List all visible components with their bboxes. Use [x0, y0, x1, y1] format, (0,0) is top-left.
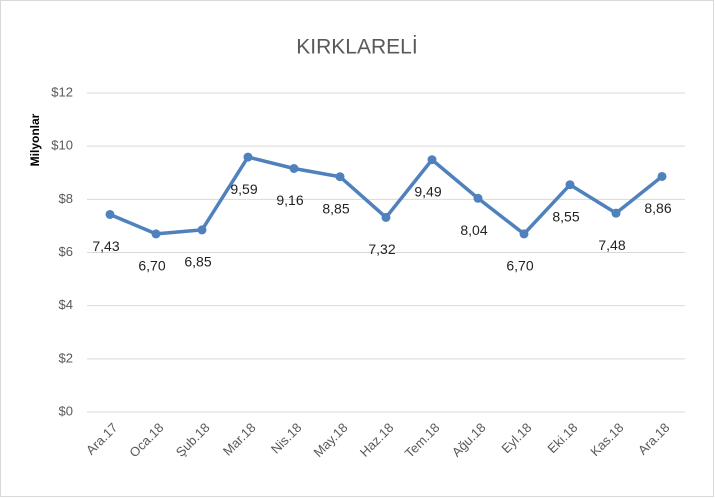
chart-title: KIRKLARELİ — [296, 36, 417, 59]
data-label: 9,59 — [230, 181, 257, 197]
y-tick-label: $10 — [51, 138, 73, 153]
point — [565, 180, 575, 190]
point — [519, 229, 529, 239]
point — [197, 225, 207, 235]
y-tick-label: $8 — [59, 191, 73, 206]
point — [381, 212, 391, 222]
data-label: 9,49 — [414, 183, 441, 199]
data-label: 6,70 — [138, 258, 165, 274]
y-axis-label: Milyonlar — [28, 113, 42, 166]
data-label: 9,16 — [276, 192, 303, 208]
y-tick-label: $2 — [59, 350, 73, 365]
point — [335, 172, 345, 182]
point — [427, 155, 437, 165]
point — [473, 193, 483, 203]
y-tick-label: $4 — [59, 297, 73, 312]
data-label: 6,70 — [506, 258, 533, 274]
point — [151, 229, 161, 239]
point — [243, 152, 253, 162]
data-label: 8,85 — [322, 200, 349, 216]
data-label: 6,85 — [184, 254, 211, 270]
data-label: 8,86 — [644, 200, 671, 216]
y-tick-label: $12 — [51, 84, 73, 99]
data-label: 7,32 — [368, 241, 395, 257]
data-label: 7,43 — [92, 238, 119, 254]
data-label: 8,55 — [552, 208, 579, 224]
point — [611, 208, 621, 218]
point — [657, 171, 667, 181]
point — [105, 209, 115, 219]
data-label: 7,48 — [598, 237, 625, 253]
data-label: 8,04 — [460, 222, 487, 238]
y-tick-label: $6 — [59, 244, 73, 259]
y-tick-label: $0 — [59, 403, 73, 418]
point — [289, 163, 299, 173]
